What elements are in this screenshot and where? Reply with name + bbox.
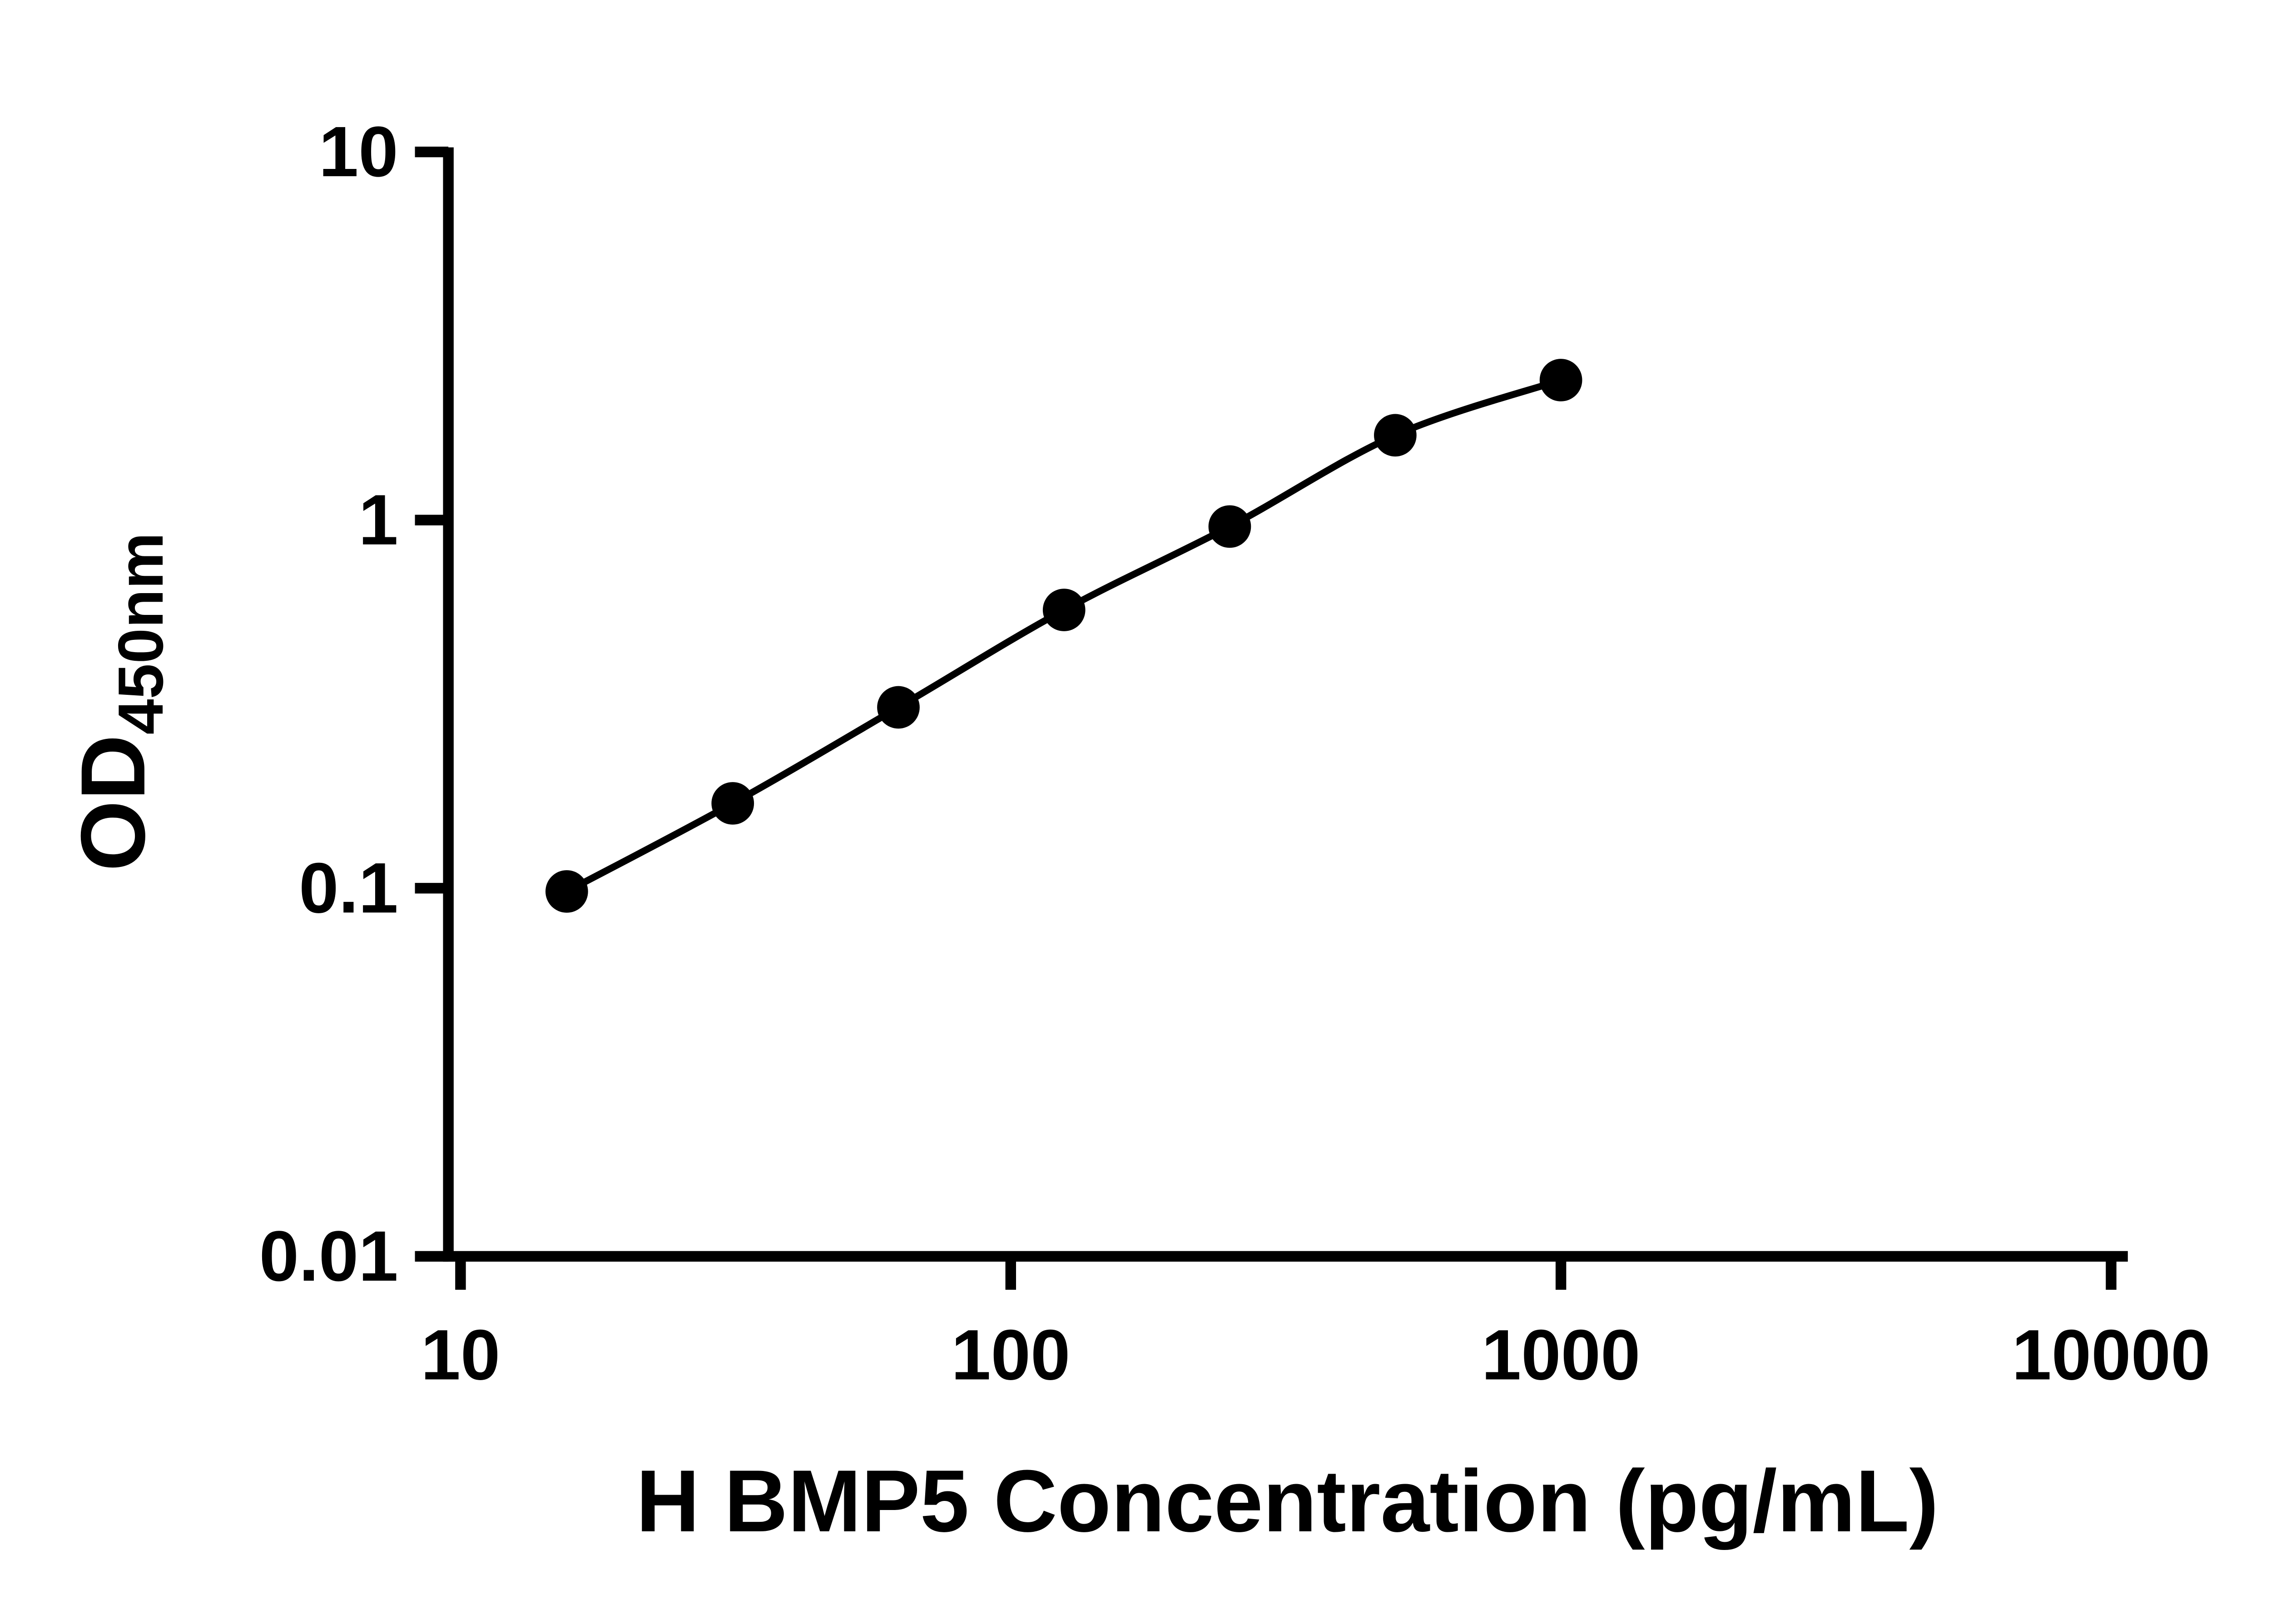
y-tick-label: 1 (358, 480, 398, 560)
y-axis-title: OD450nm (62, 532, 176, 871)
data-point (877, 686, 920, 729)
data-point (1208, 505, 1251, 548)
data-point (1539, 359, 1582, 401)
y-axis-title-subscript: 450nm (105, 532, 176, 734)
data-point (1042, 589, 1086, 631)
data-point (545, 870, 588, 913)
chart-plot-area: 10 100 1000 10000 0.01 0.1 1 10 (259, 112, 2211, 1395)
x-tick-label: 10 (421, 1315, 500, 1395)
data-point (711, 782, 754, 825)
data-point (1374, 414, 1417, 457)
x-tick-label: 100 (951, 1315, 1070, 1395)
x-tick-label: 1000 (1482, 1315, 1641, 1395)
y-tick-label: 0.1 (299, 848, 398, 928)
y-axis-title-main: OD (62, 735, 164, 871)
x-tick-label: 10000 (2012, 1315, 2210, 1395)
x-axis-title: H BMP5 Concentration (pg/mL) (636, 1452, 1939, 1550)
y-tick-label: 10 (319, 112, 398, 192)
y-tick-label: 0.01 (259, 1217, 398, 1296)
